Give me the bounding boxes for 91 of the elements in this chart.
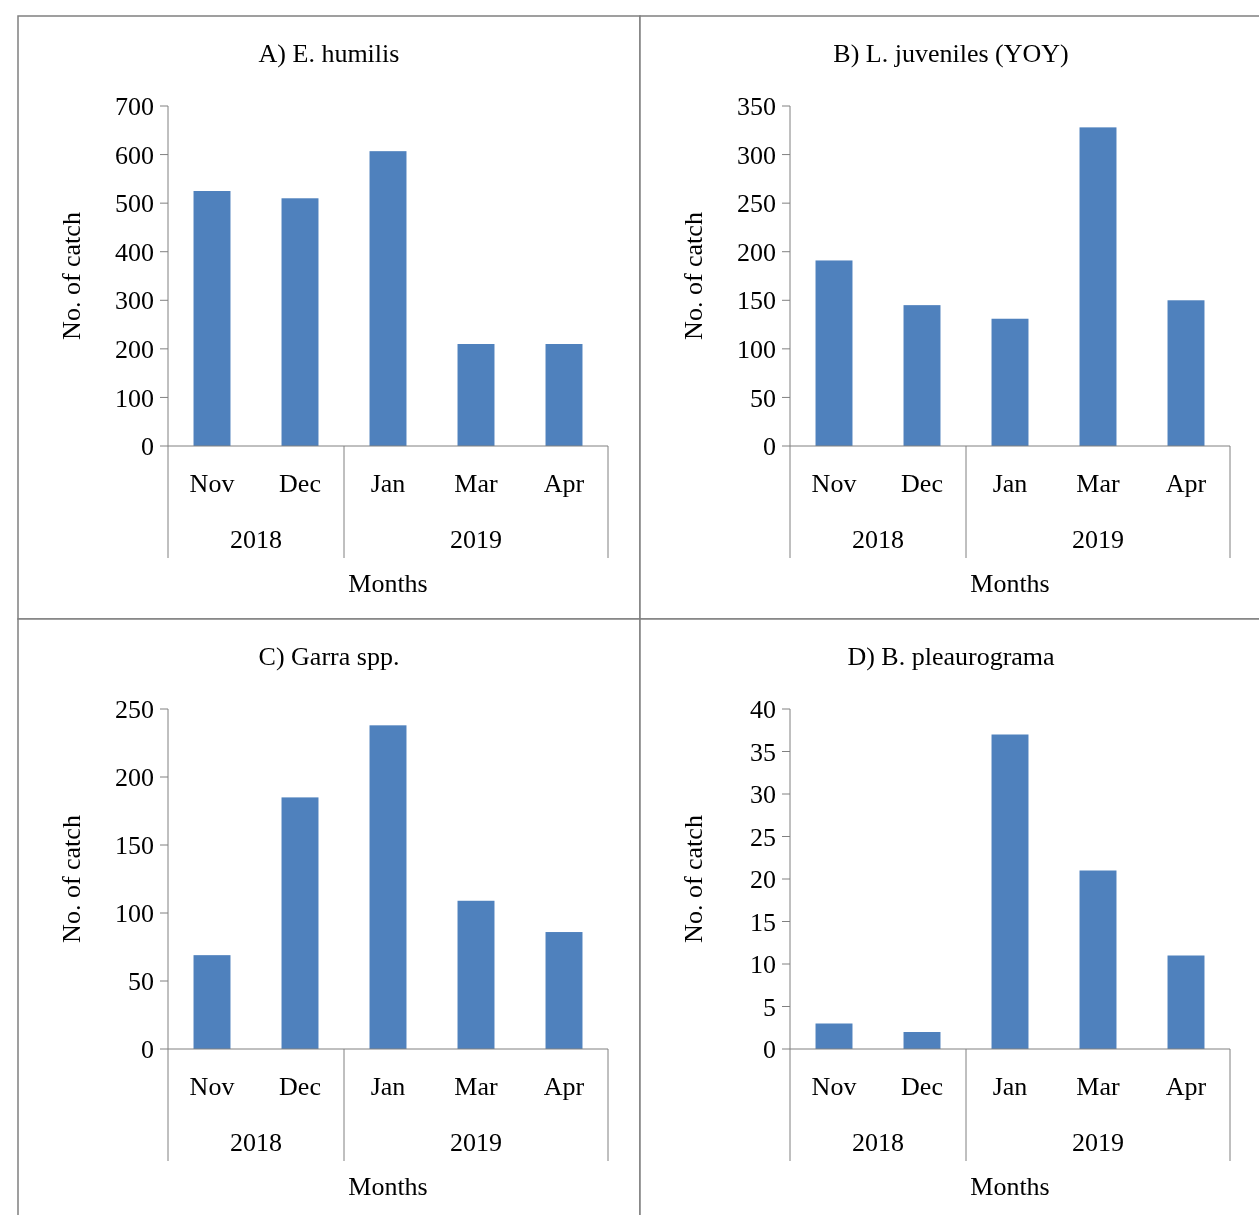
bar (1167, 955, 1205, 1049)
y-tick-label: 35 (750, 737, 776, 767)
y-axis-title: No. of catch (679, 212, 708, 340)
y-tick-label: 0 (141, 432, 154, 462)
bar (281, 198, 319, 446)
bar (457, 344, 495, 446)
y-tick-label: 300 (737, 140, 776, 170)
y-tick-label: 5 (763, 992, 776, 1022)
y-axis-title: No. of catch (679, 815, 708, 943)
x-tick-label: Jan (370, 1072, 406, 1101)
x-tick-label: Nov (811, 1072, 857, 1101)
y-tick-label: 150 (737, 286, 776, 316)
x-axis-title: Months (970, 1172, 1050, 1201)
text: 2019 (450, 1128, 502, 1157)
y-axis-title: No. of catch (57, 815, 86, 943)
x-tick-label: Apr (1165, 1072, 1207, 1101)
text: 2019 (450, 525, 502, 554)
bar (457, 900, 495, 1049)
x-axis-title: Months (348, 569, 428, 598)
y-axis-title: No. of catch (57, 212, 86, 340)
y-tick-label: 25 (750, 822, 776, 852)
chart-title: D) B. pleaurograma (847, 642, 1056, 671)
text: 2018 (852, 525, 904, 554)
y-tick-label: 600 (115, 140, 154, 170)
y-tick-label: 250 (737, 189, 776, 219)
bar (193, 955, 231, 1049)
text: 2019 (1072, 525, 1124, 554)
y-tick-label: 10 (750, 950, 776, 980)
x-tick-label: Mar (1076, 469, 1120, 498)
bar (1079, 870, 1117, 1049)
bar (281, 797, 319, 1049)
bar (903, 305, 941, 446)
y-tick-label: 40 (750, 695, 776, 725)
y-tick-label: 250 (115, 695, 154, 725)
y-tick-label: 100 (115, 383, 154, 413)
y-tick-label: 50 (128, 967, 154, 997)
y-tick-label: 200 (115, 763, 154, 793)
chart-title: A) E. humilis (258, 39, 400, 68)
text: 2018 (852, 1128, 904, 1157)
bar (193, 191, 231, 446)
x-tick-label: Nov (189, 469, 235, 498)
chart-title: C) Garra spp. (258, 642, 400, 671)
x-tick-label: Jan (992, 469, 1028, 498)
y-tick-label: 500 (115, 189, 154, 219)
x-axis-title: Months (348, 1172, 428, 1201)
x-tick-label: Nov (189, 1072, 235, 1101)
text: 2018 (230, 1128, 282, 1157)
bar (545, 344, 583, 446)
bar (1079, 127, 1117, 446)
text: 2019 (1072, 1128, 1124, 1157)
x-tick-label: Dec (279, 1072, 321, 1101)
x-tick-label: Nov (811, 469, 857, 498)
x-tick-label: Jan (370, 469, 406, 498)
y-tick-label: 350 (737, 92, 776, 122)
x-tick-label: Mar (454, 469, 498, 498)
y-tick-label: 150 (115, 831, 154, 861)
y-tick-label: 15 (750, 907, 776, 937)
y-tick-label: 300 (115, 286, 154, 316)
x-axis-title: Months (970, 569, 1050, 598)
y-tick-label: 0 (141, 1035, 154, 1065)
x-tick-label: Apr (1165, 469, 1207, 498)
chart-title: B) L. juveniles (YOY) (833, 39, 1069, 68)
x-tick-label: Mar (454, 1072, 498, 1101)
x-tick-label: Mar (1076, 1072, 1120, 1101)
x-tick-label: Dec (279, 469, 321, 498)
y-tick-label: 700 (115, 92, 154, 122)
text: 2018 (230, 525, 282, 554)
x-tick-label: Dec (901, 1072, 943, 1101)
bar (815, 1023, 853, 1049)
x-tick-label: Jan (992, 1072, 1028, 1101)
y-tick-label: 100 (737, 334, 776, 364)
y-tick-label: 0 (763, 1035, 776, 1065)
y-tick-label: 50 (750, 383, 776, 413)
bar (545, 932, 583, 1049)
x-tick-label: Apr (543, 1072, 585, 1101)
y-tick-label: 400 (115, 237, 154, 267)
bar (1167, 300, 1205, 446)
bar (903, 1032, 941, 1049)
bar (991, 734, 1029, 1049)
bar (991, 318, 1029, 446)
y-tick-label: 20 (750, 865, 776, 895)
x-tick-label: Apr (543, 469, 585, 498)
y-tick-label: 200 (115, 334, 154, 364)
y-tick-label: 200 (737, 237, 776, 267)
y-tick-label: 100 (115, 899, 154, 929)
bar (369, 151, 407, 446)
x-tick-label: Dec (901, 469, 943, 498)
y-tick-label: 30 (750, 780, 776, 810)
bar (369, 725, 407, 1049)
bar (815, 260, 853, 446)
y-tick-label: 0 (763, 432, 776, 462)
